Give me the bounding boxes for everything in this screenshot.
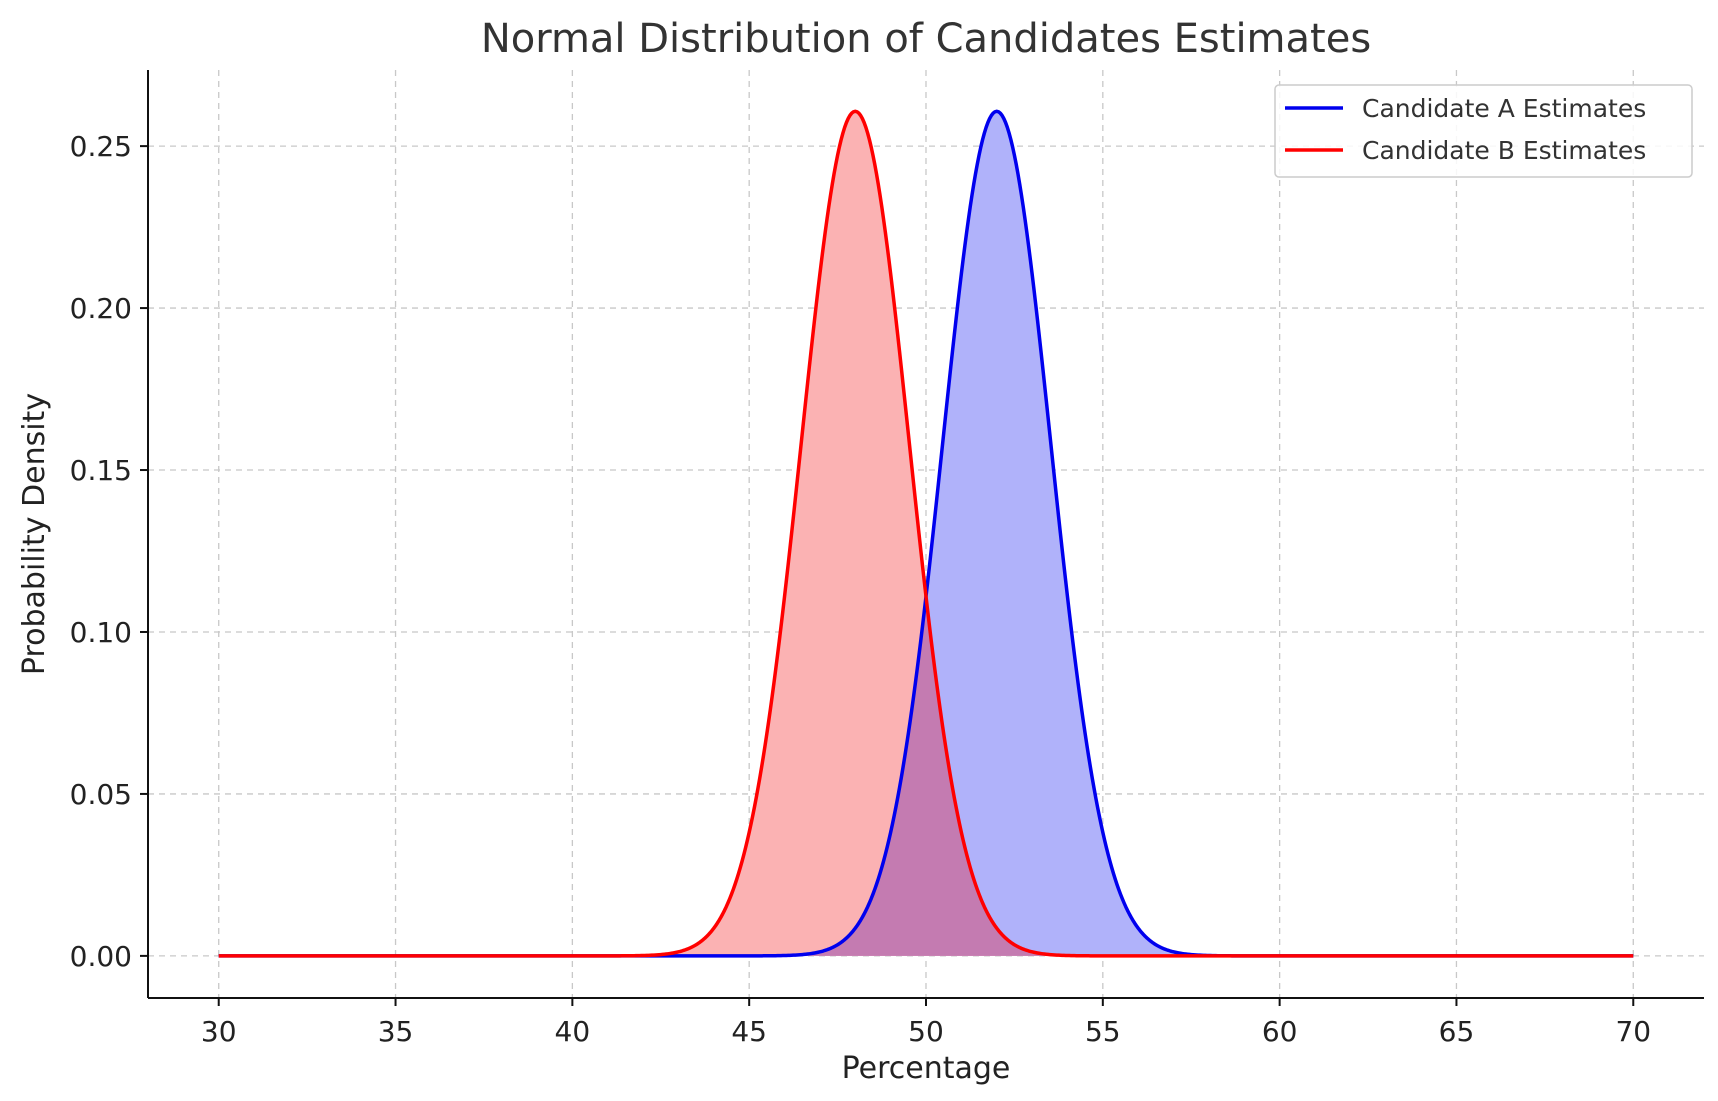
x-ticks: 30 35 40 45 50 55 60 65 70 <box>201 998 1651 1048</box>
x-tick-label: 35 <box>378 1015 414 1048</box>
chart-title: Normal Distribution of Candidates Estima… <box>481 16 1371 62</box>
x-tick-label: 40 <box>555 1015 591 1048</box>
overlap-area <box>218 596 1634 956</box>
y-ticks: 0.00 0.05 0.10 0.15 0.20 0.25 <box>70 130 148 973</box>
line-candidate-b-estimates <box>218 109 1634 958</box>
legend-frame <box>1274 84 1693 178</box>
y-tick-label: 0.20 <box>70 292 132 325</box>
x-tick-label: 45 <box>731 1015 767 1048</box>
density-areas <box>218 111 1634 956</box>
y-tick-label: 0.15 <box>70 454 132 487</box>
y-tick-label: 0.10 <box>70 616 132 649</box>
x-tick-label: 30 <box>201 1015 237 1048</box>
legend: Candidate A Estimates Candidate B Estima… <box>1274 84 1693 178</box>
x-tick-label: 55 <box>1085 1015 1121 1048</box>
x-tick-label: 60 <box>1262 1015 1298 1048</box>
y-tick-label: 0.05 <box>70 778 132 811</box>
y-tick-label: 0.25 <box>70 130 132 163</box>
y-axis-label: Probability Density <box>17 393 52 675</box>
x-tick-label: 70 <box>1615 1015 1651 1048</box>
grid-lines <box>148 70 1704 998</box>
legend-label-candidate-b: Candidate B Estimates <box>1362 136 1646 165</box>
y-tick-label: 0.00 <box>70 940 132 973</box>
x-axis-label: Percentage <box>842 1051 1011 1086</box>
x-tick-label: 50 <box>908 1015 944 1048</box>
legend-label-candidate-a: Candidate A Estimates <box>1362 94 1646 123</box>
x-tick-label: 65 <box>1439 1015 1475 1048</box>
density-lines <box>218 109 1634 958</box>
